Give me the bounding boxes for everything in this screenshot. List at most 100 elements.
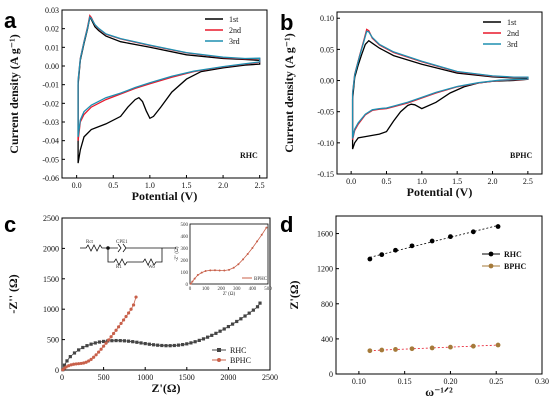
y-tick-label: 1000 xyxy=(43,305,59,314)
x-tick-label: 0.15 xyxy=(398,377,412,386)
data-point-RHC xyxy=(230,322,235,326)
data-point-RHC xyxy=(409,243,415,249)
data-point-RHC xyxy=(139,341,143,345)
x-tick-label: 2.5 xyxy=(523,177,533,186)
x-axis-label: Potential (V) xyxy=(132,189,198,203)
y-tick-label: 500 xyxy=(47,336,59,345)
y-tick-label: 1500 xyxy=(43,275,59,284)
sample-annotation: RHC xyxy=(240,151,258,160)
data-point-RHC xyxy=(210,333,214,337)
x-tick-label: 1500 xyxy=(179,373,195,382)
data-point-RHC xyxy=(222,327,226,331)
data-point-RHC xyxy=(258,301,262,305)
data-point-RHC xyxy=(393,247,398,253)
data-point-BPHC xyxy=(87,359,91,363)
data-point-BPHC xyxy=(116,325,121,329)
inset-data-point xyxy=(228,268,230,271)
data-point-RHC xyxy=(114,338,118,343)
resistor-branch xyxy=(107,248,163,266)
data-point-RHC xyxy=(93,341,97,345)
panel-letter-c: c xyxy=(4,212,16,237)
data-point-BPHC xyxy=(114,328,118,332)
y-tick-label: 0.01 xyxy=(45,43,59,52)
data-point-BPHC xyxy=(64,365,68,369)
data-point-RHC xyxy=(239,317,243,321)
plot-frame-a xyxy=(61,9,268,179)
data-point-BPHC xyxy=(379,347,385,353)
y-tick-label: 1200 xyxy=(317,265,333,274)
data-point-RHC xyxy=(214,331,218,335)
data-point-BPHC xyxy=(409,346,415,352)
chart-panel-c: 0 500 1000 1500 2000 250005001000150020002500… xyxy=(6,214,278,395)
y-axis-label: Current density (A g⁻¹) xyxy=(282,33,296,152)
y-tick-label: 2500 xyxy=(43,214,59,223)
data-point-BPHC xyxy=(121,318,126,322)
data-point-BPHC xyxy=(109,335,113,339)
series-line-2nd xyxy=(351,28,529,140)
data-point-RHC xyxy=(151,343,156,347)
inset-data-point xyxy=(246,253,249,255)
inset-data-point xyxy=(242,258,245,261)
data-point-RHC xyxy=(168,344,172,348)
inset-y-tick-label: 500 xyxy=(181,223,189,228)
y-tick-label: 800 xyxy=(321,300,333,309)
inset-data-point xyxy=(191,280,194,283)
x-tick-label: 0.5 xyxy=(381,177,391,186)
inset-data-point xyxy=(256,240,259,243)
y-axis-label: -Z'' (Ω) xyxy=(6,274,20,313)
legend-marker xyxy=(217,358,221,362)
inset-data-point xyxy=(196,274,199,276)
data-point-RHC xyxy=(143,342,147,346)
data-point-RHC xyxy=(85,344,89,348)
x-tick-label: 1000 xyxy=(137,373,153,382)
panel-letter-b: b xyxy=(280,10,293,35)
data-point-BPHC xyxy=(84,360,88,364)
data-point-RHC xyxy=(72,351,77,355)
legend-label: 3rd xyxy=(229,37,240,46)
data-point-BPHC xyxy=(134,295,138,299)
data-point-RHC xyxy=(197,338,201,342)
legend-label: 2nd xyxy=(229,26,241,35)
y-tick-label: -0.10 xyxy=(317,139,334,148)
data-point-RHC xyxy=(235,319,239,324)
data-point-RHC xyxy=(226,324,230,329)
inset-legend-label: BPHC xyxy=(254,277,268,282)
inset-data-point xyxy=(193,277,196,280)
y-axis-label: Current density (A g⁻¹) xyxy=(7,34,21,153)
circuit-label: R1 xyxy=(116,265,122,270)
data-point-RHC xyxy=(156,343,160,347)
y-tick-label: 400 xyxy=(321,335,333,344)
inset-data-point xyxy=(251,247,254,249)
legend-marker xyxy=(488,251,494,257)
legend-marker xyxy=(488,263,494,269)
data-point-RHC xyxy=(247,311,251,315)
inset-data-point xyxy=(237,263,240,266)
x-tick-label: 2.0 xyxy=(218,181,228,190)
inset-y-tick-label: 100 xyxy=(181,271,189,276)
x-tick-label: 0.20 xyxy=(443,377,457,386)
data-point-BPHC xyxy=(82,361,86,365)
data-point-RHC xyxy=(201,337,206,341)
data-point-RHC xyxy=(110,339,114,343)
data-point-RHC xyxy=(135,340,139,344)
x-tick-label: 2500 xyxy=(262,373,278,382)
data-point-BPHC xyxy=(74,362,78,366)
inset-x-tick-label: 0 xyxy=(189,287,192,292)
y-tick-label: -0.05 xyxy=(42,155,59,164)
inset-frame xyxy=(189,223,269,285)
inset-y-tick-label: 0 xyxy=(186,283,189,288)
x-tick-label: 0.10 xyxy=(352,377,366,386)
inset-x-tick-label: 500 xyxy=(264,287,272,292)
y-tick-label: -0.04 xyxy=(42,137,59,146)
data-point-RHC xyxy=(251,308,255,312)
legend-label: RHC xyxy=(230,346,246,355)
data-point-BPHC xyxy=(129,307,133,311)
data-point-BPHC xyxy=(67,364,71,368)
data-point-RHC xyxy=(470,229,476,235)
data-point-BPHC xyxy=(448,344,453,350)
circuit-label: Wo xyxy=(148,265,155,270)
y-tick-label: -0.02 xyxy=(42,99,59,108)
data-point-RHC xyxy=(81,345,85,350)
y-tick-label: 2000 xyxy=(43,244,59,253)
